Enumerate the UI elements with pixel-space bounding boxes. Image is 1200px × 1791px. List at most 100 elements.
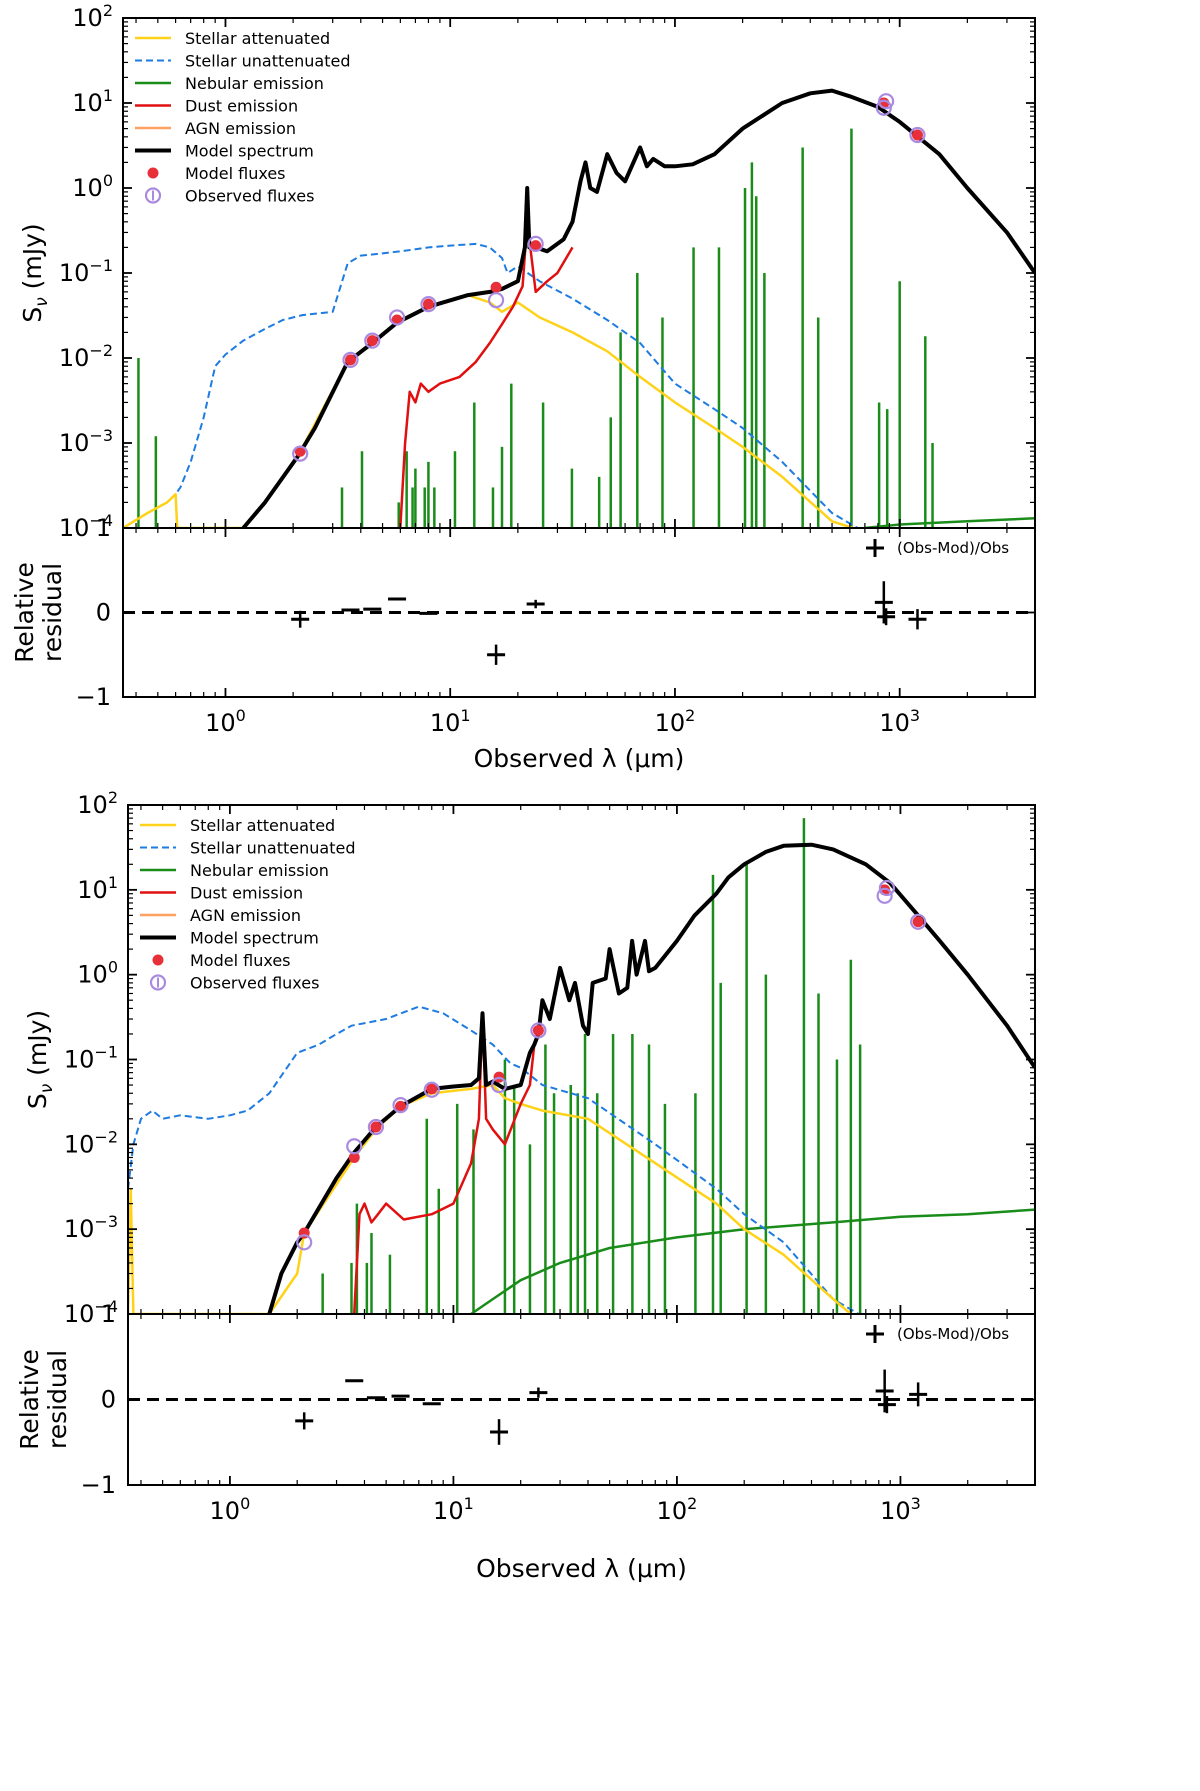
residual-point: [877, 1396, 896, 1414]
legend-label: Observed fluxes: [185, 187, 314, 206]
residual-legend-label: (Obs-Mod)/Obs: [897, 1325, 1009, 1343]
stellar-unattenuated-line: [123, 242, 859, 528]
x-tick-label: 103: [879, 706, 920, 737]
observed-flux-point: [876, 887, 893, 904]
residual-tick-label: 1: [96, 514, 111, 542]
y-axis-label: Sν (mJy): [23, 1010, 57, 1109]
dust-emission-line: [399, 220, 574, 528]
panel-sed-bottom: 10−4 10−3 10−2 10−1 100 101 102 Sν (mJy) Stellar…: [15, 788, 1036, 1583]
observed-flux-point: [392, 1097, 409, 1114]
residual-y-label: Relativeresidual: [15, 1349, 72, 1450]
model-flux-point: [911, 129, 923, 141]
x-tick-label: 102: [657, 1494, 698, 1525]
residual-point: [877, 608, 896, 626]
observed-flux-point: [346, 1138, 363, 1155]
y-tick-label: 102: [77, 788, 118, 819]
model-flux-point: [395, 1100, 407, 1112]
x-axis-label: Observed λ (μm): [476, 1554, 687, 1583]
nebular-lines: [137, 128, 934, 528]
sed-plot-area: [123, 88, 1035, 528]
x-tick-label: 100: [210, 1494, 251, 1525]
nebular-lines: [321, 818, 862, 1314]
legend-label: Model fluxes: [185, 164, 286, 183]
sed-plot-area: [128, 818, 1035, 1314]
model-flux-point: [348, 1151, 360, 1163]
residual-panel: 1 0 −1 (Obs-Mod)/Obs Relativeresidual 100 101 1…: [10, 514, 1036, 737]
y-tick-label: 10−1: [59, 256, 113, 287]
y-tick-label: 102: [72, 1, 113, 32]
observed-flux-point: [367, 1118, 385, 1136]
y-axis-label: Sν (mJy): [18, 223, 52, 322]
x-tick-label: 100: [205, 706, 246, 737]
y-tick-label: 100: [72, 171, 113, 202]
legend-label: AGN emission: [185, 119, 296, 138]
observed-flux-point: [910, 913, 927, 930]
y-tick-label: 10−3: [59, 426, 113, 457]
residual-legend-label: (Obs-Mod)/Obs: [897, 539, 1009, 557]
observed-flux-point: [296, 1234, 313, 1251]
legend-label: Dust emission: [190, 884, 303, 903]
residual-point: [908, 609, 927, 630]
model-flux-point: [532, 1024, 544, 1036]
model-flux-point: [366, 335, 378, 347]
residual-point: [487, 644, 506, 665]
residual-tick-label: 0: [96, 599, 111, 627]
observed-flux-point: [487, 291, 505, 309]
model-flux-point: [490, 281, 502, 293]
observed-flux-point: [423, 1081, 440, 1098]
model-flux-point: [912, 916, 924, 928]
legend-label: Stellar attenuated: [190, 816, 335, 835]
model-flux-point: [530, 240, 542, 252]
residual-point: [291, 610, 310, 628]
residual-point: [295, 1412, 314, 1430]
y-tick-label: 101: [72, 86, 113, 117]
legend: Stellar attenuated Stellar unattenuated Ne…: [135, 29, 350, 206]
legend-swatch: [147, 167, 159, 179]
residual-point: [526, 599, 545, 609]
legend-label: Nebular emission: [185, 74, 324, 93]
y-tick-label: 100: [77, 958, 118, 989]
y-tick-label: 101: [77, 873, 118, 904]
model-flux-point: [344, 354, 356, 366]
residual-tick-label: −1: [76, 683, 111, 711]
residual-tick-label: 1: [101, 1300, 116, 1328]
y-tick-label: 10−4: [59, 511, 113, 542]
legend-label: Stellar unattenuated: [185, 52, 350, 71]
legend-swatch: [152, 954, 164, 966]
observed-flux-point: [878, 879, 896, 897]
x-tick-label: 101: [433, 1494, 474, 1525]
dust-emission-line: [352, 1012, 540, 1314]
legend-label: Dust emission: [185, 97, 298, 116]
model-flux-point: [370, 1121, 382, 1133]
residual-point: [529, 1387, 548, 1398]
y-tick-label: 10−2: [64, 1127, 118, 1158]
stellar-unattenuated-line: [128, 1005, 860, 1314]
observed-flux-point: [530, 1022, 547, 1039]
y-tick-label: 10−2: [59, 341, 113, 372]
residual-point: [909, 1382, 928, 1407]
residual-panel: 1 0 −1 (Obs-Mod)/Obs Relativeresidual 100 101 1…: [15, 1300, 1036, 1525]
y-tick-label: 10−1: [64, 1043, 118, 1074]
observed-flux-point: [292, 445, 309, 462]
legend-label: Nebular emission: [190, 861, 329, 880]
observed-flux-point: [342, 351, 359, 368]
model-flux-point: [426, 1083, 438, 1095]
observed-flux-point: [527, 235, 544, 252]
residual-y-label: Relativeresidual: [10, 562, 67, 663]
observed-flux-point: [909, 126, 926, 144]
legend-label: Model spectrum: [190, 929, 319, 948]
nebular-continuum-line: [864, 517, 1035, 528]
x-tick-label: 101: [430, 706, 471, 737]
residual-tick-label: 0: [101, 1386, 116, 1414]
y-tick-label: 10−3: [64, 1212, 118, 1243]
sed-axes-frame: [122, 17, 1036, 529]
stellar-attenuated-line: [128, 1083, 852, 1314]
observed-flux-point: [364, 332, 381, 349]
x-tick-label: 103: [880, 1494, 921, 1525]
observed-flux-point: [490, 1076, 508, 1094]
x-axis-label: Observed λ (μm): [474, 744, 685, 773]
x-tick-label: 102: [655, 706, 696, 737]
y-tick-label: 10−4: [64, 1297, 118, 1328]
